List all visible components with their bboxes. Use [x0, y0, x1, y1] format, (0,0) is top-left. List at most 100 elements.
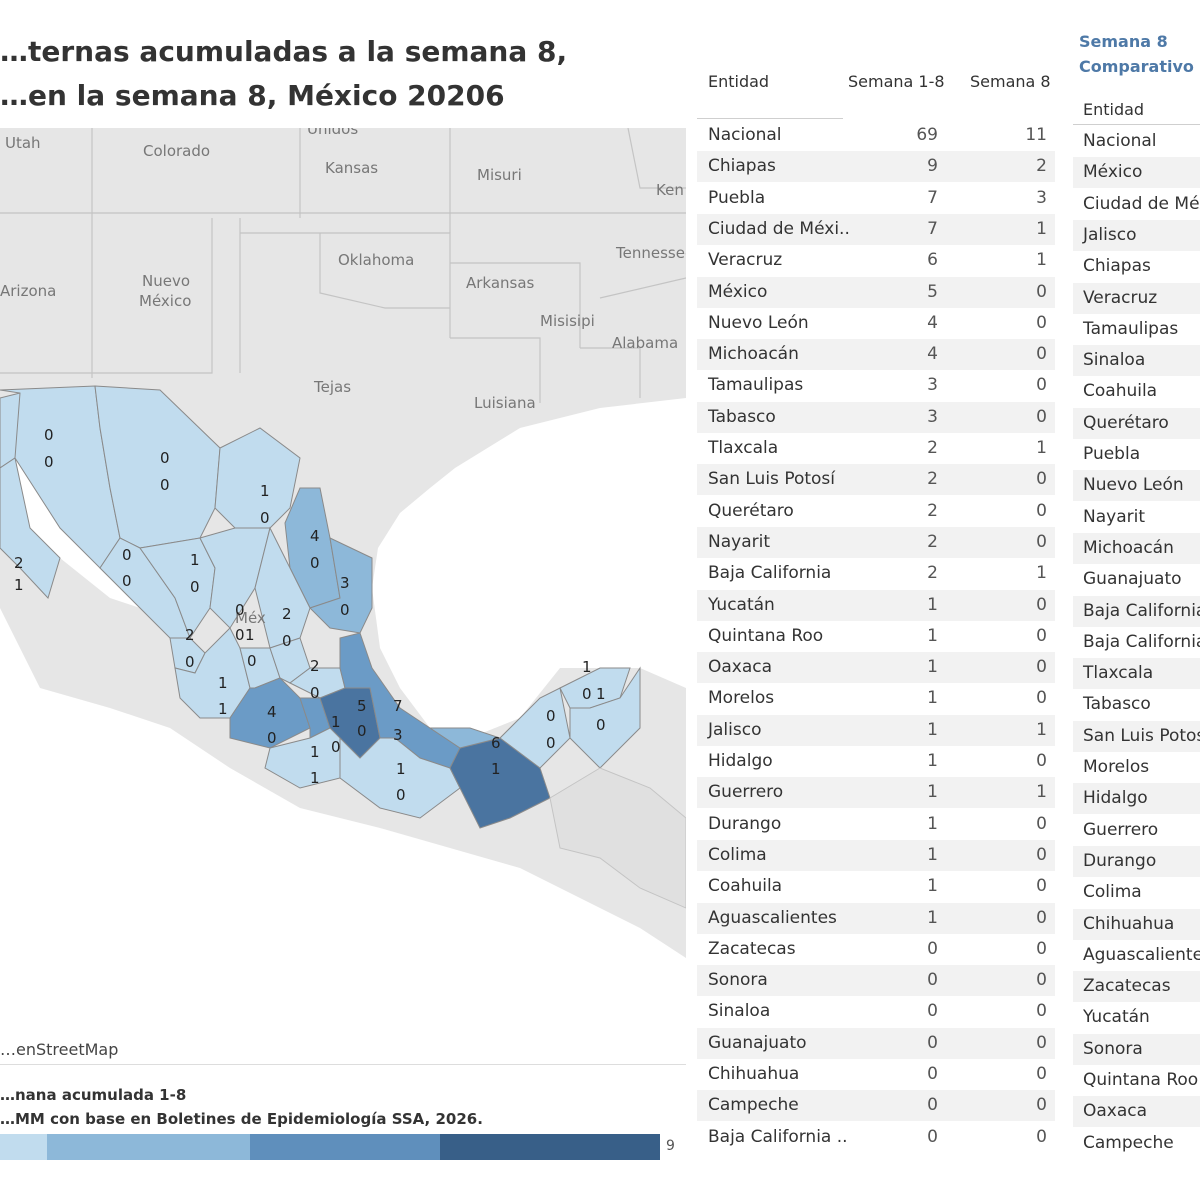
table-row[interactable]: Nayarit [1073, 502, 1200, 533]
state-coahuila[interactable] [214, 427, 301, 529]
table-row[interactable]: Aguascalientes [1073, 940, 1200, 971]
table-row[interactable]: Baja California [1073, 595, 1200, 627]
table-row[interactable]: Chiapas [1073, 251, 1200, 282]
cell-semana-1-8: 7 [927, 218, 938, 239]
col-header-semana-1-8[interactable]: Semana 1-8 [848, 72, 945, 91]
place-labels: Utah Colorado Kansas Misuri Ken Tennesse… [0, 128, 686, 627]
table-row[interactable]: Coahuila 1 0 [697, 871, 1055, 902]
table-row[interactable]: Tlaxcala [1073, 658, 1200, 690]
table-row[interactable]: Morelos 1 0 [697, 683, 1055, 714]
state-tamaulipas[interactable] [309, 537, 373, 634]
cell-semana-1-8: 9 [927, 156, 938, 177]
table-row[interactable]: Nuevo León [1073, 470, 1200, 502]
table-row[interactable]: Veracruz 6 1 [697, 245, 1055, 276]
table-row[interactable]: Nacional [1073, 126, 1200, 157]
map-attribution[interactable]: …enStreetMap [0, 1040, 123, 1059]
table-row[interactable]: Tabasco [1073, 689, 1200, 720]
state-baja-california-sur[interactable] [0, 457, 61, 599]
table-row[interactable]: Campeche [1073, 1128, 1200, 1159]
table-row[interactable]: Chiapas 9 2 [697, 151, 1055, 183]
state-oaxaca[interactable] [339, 736, 461, 819]
table-row[interactable]: Querétaro 2 0 [697, 496, 1055, 527]
state-quintana-roo[interactable] [569, 666, 641, 769]
table-row[interactable]: Oaxaca [1073, 1096, 1200, 1128]
col-header-semana-8[interactable]: Semana 8 [970, 72, 1051, 91]
table2-col-header-entidad[interactable]: Entidad [1083, 100, 1145, 119]
table-row[interactable]: Zacatecas [1073, 971, 1200, 1003]
table-row[interactable]: México [1073, 157, 1200, 189]
choropleth-map[interactable]: Utah Colorado Kansas Misuri Ken Tennesse… [0, 128, 686, 1065]
mexico-states[interactable] [0, 385, 641, 829]
table-row[interactable]: Guanajuato [1073, 564, 1200, 595]
table-row[interactable]: Baja California .. 0 0 [697, 1122, 1055, 1153]
table-row[interactable]: Chihuahua [1073, 908, 1200, 940]
cell-semana-8: 1 [1036, 438, 1047, 458]
value-label: 0 [331, 738, 341, 756]
table-row[interactable]: Yucatán [1073, 1002, 1200, 1033]
table-row[interactable]: Zacatecas 0 0 [697, 934, 1055, 965]
table-row[interactable]: Tlaxcala 2 1 [697, 433, 1055, 464]
table-row[interactable]: Yucatán 1 0 [697, 589, 1055, 621]
table-row[interactable]: Hidalgo [1073, 783, 1200, 815]
table-row[interactable]: Puebla 7 3 [697, 183, 1055, 214]
table-row[interactable]: Guerrero 1 1 [697, 777, 1055, 809]
table-row[interactable]: Tamaulipas 3 0 [697, 370, 1055, 401]
table-row[interactable]: Sinaloa [1073, 345, 1200, 377]
value-label: 0 [310, 684, 320, 702]
cell-semana-8: 0 [1036, 876, 1047, 897]
table-row[interactable]: Oaxaca 1 0 [697, 652, 1055, 684]
table-row[interactable]: Sonora [1073, 1033, 1200, 1065]
table-row[interactable]: San Luis Potos [1073, 720, 1200, 752]
cell-entidad: Colima [1083, 882, 1142, 903]
state-value-labels: 2 1 0 0 0 0 1 0 4 0 3 0 0 0 1 0 0 1 0 2 … [14, 426, 606, 804]
table-row[interactable]: Hidalgo 1 0 [697, 746, 1055, 777]
table-row[interactable]: Michoacán [1073, 532, 1200, 564]
table-row[interactable]: Quintana Roo 1 0 [697, 621, 1055, 652]
cell-entidad: Puebla [1083, 444, 1141, 464]
table-row[interactable]: Sinaloa 0 0 [697, 996, 1055, 1027]
table-row[interactable]: Coahuila [1073, 376, 1200, 407]
table-row[interactable]: Jalisco 1 1 [697, 714, 1055, 746]
table-row[interactable]: Baja California 2 1 [697, 558, 1055, 589]
table-row[interactable]: Ciudad de Méx [1073, 189, 1200, 220]
state-zacatecas[interactable] [199, 527, 271, 629]
table-row[interactable]: Guanajuato 0 0 [697, 1027, 1055, 1059]
table-row[interactable]: México 5 0 [697, 276, 1055, 308]
table-row[interactable]: Aguascalientes 1 0 [697, 902, 1055, 934]
value-label: 1 [491, 760, 501, 778]
table-row[interactable]: Colima [1073, 877, 1200, 908]
table-row[interactable]: Guerrero [1073, 815, 1200, 846]
table-row[interactable]: Tabasco 3 0 [697, 401, 1055, 433]
table-row[interactable]: Durango [1073, 845, 1200, 877]
table-row[interactable]: Colima 1 0 [697, 839, 1055, 871]
table-row[interactable]: Chihuahua 0 0 [697, 1059, 1055, 1090]
table-row[interactable]: Puebla [1073, 439, 1200, 470]
map-canvas[interactable]: Utah Colorado Kansas Misuri Ken Tennesse… [0, 128, 686, 1064]
cell-semana-1-8: 2 [927, 563, 938, 584]
table-row[interactable]: Nuevo León 4 0 [697, 308, 1055, 339]
col-header-entidad[interactable]: Entidad [708, 72, 770, 91]
value-label: 1 [596, 685, 606, 703]
table-row[interactable]: Campeche 0 0 [697, 1090, 1055, 1122]
cell-entidad: Aguascalientes [708, 907, 837, 928]
cell-entidad: Nayarit [1083, 506, 1145, 527]
cell-entidad: Oaxaca [708, 657, 773, 678]
table-row[interactable]: Quintana Roo [1073, 1065, 1200, 1096]
table-row[interactable]: Ciudad de Méxi.. 7 1 [697, 213, 1055, 245]
table-row[interactable]: Michoacán 4 0 [697, 339, 1055, 371]
table-row[interactable]: Baja California [1073, 627, 1200, 658]
table-row[interactable]: San Luis Potosí 2 0 [697, 464, 1055, 496]
table-row[interactable]: Nayarit 2 0 [697, 526, 1055, 558]
table-row[interactable]: Durango 1 0 [697, 809, 1055, 840]
cell-entidad: Sonora [1083, 1038, 1143, 1059]
state-campeche[interactable] [499, 687, 571, 769]
table-row[interactable]: Tamaulipas [1073, 314, 1200, 345]
table-row[interactable]: Sonora 0 0 [697, 965, 1055, 997]
table-row[interactable]: Nacional 69 11 [697, 120, 1055, 151]
table-row[interactable]: Jalisco [1073, 219, 1200, 251]
table-row[interactable]: Veracruz [1073, 282, 1200, 314]
table-row[interactable]: Querétaro [1073, 407, 1200, 439]
cell-semana-1-8: 0 [927, 1032, 938, 1053]
table-row[interactable]: Morelos [1073, 752, 1200, 783]
cell-entidad: Guerrero [708, 782, 784, 803]
